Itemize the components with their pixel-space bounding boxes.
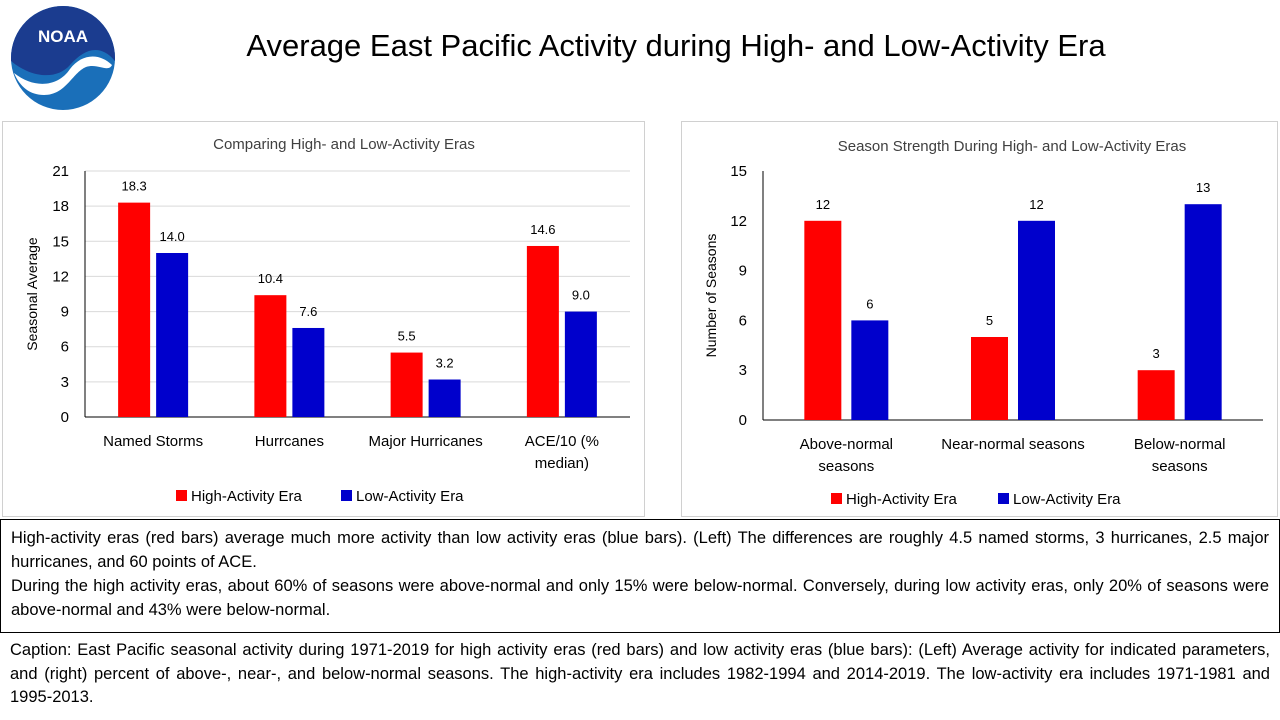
x-category-label: Below-normal bbox=[1134, 436, 1226, 453]
y-tick-label: 9 bbox=[739, 263, 747, 280]
y-tick-label: 15 bbox=[730, 163, 747, 180]
data-label: 7.6 bbox=[299, 304, 317, 319]
y-tick-label: 3 bbox=[61, 374, 69, 391]
y-tick-label: 3 bbox=[739, 362, 747, 379]
x-category-label: Above-normal bbox=[800, 436, 893, 453]
noaa-logo-text: NOAA bbox=[38, 27, 88, 46]
bar-low bbox=[1184, 204, 1222, 420]
bar-high bbox=[526, 245, 559, 417]
legend-swatch bbox=[341, 490, 352, 501]
data-label: 18.3 bbox=[121, 179, 146, 194]
legend-swatch bbox=[998, 493, 1009, 504]
data-label: 13 bbox=[1196, 180, 1210, 195]
x-category-label: Major Hurricanes bbox=[369, 433, 483, 450]
data-label: 12 bbox=[1029, 197, 1043, 212]
legend-swatch bbox=[831, 493, 842, 504]
summary-paragraph-2: During the high activity eras, about 60%… bbox=[11, 577, 1269, 619]
summary-paragraph-1: High-activity eras (red bars) average mu… bbox=[11, 529, 1269, 571]
data-label: 5.5 bbox=[398, 329, 416, 344]
x-category-label: Hurrcanes bbox=[255, 433, 324, 450]
noaa-logo: NOAA bbox=[8, 3, 118, 113]
bar-low bbox=[156, 253, 189, 417]
y-axis-title: Seasonal Average bbox=[24, 237, 40, 351]
bar-high bbox=[1137, 370, 1175, 420]
x-category-label: seasons bbox=[1152, 458, 1208, 475]
bar-high bbox=[971, 337, 1008, 420]
right-bar-chart: Season Strength During High- and Low-Act… bbox=[703, 138, 1263, 508]
bar-low bbox=[851, 320, 889, 420]
data-label: 12 bbox=[816, 197, 830, 212]
x-category-label: median) bbox=[535, 455, 589, 472]
chart-title: Comparing High- and Low-Activity Eras bbox=[213, 136, 475, 153]
bar-low bbox=[292, 327, 325, 417]
y-tick-label: 0 bbox=[61, 409, 69, 426]
data-label: 14.0 bbox=[159, 229, 184, 244]
summary-box: High-activity eras (red bars) average mu… bbox=[0, 519, 1280, 633]
legend-swatch bbox=[176, 490, 187, 501]
data-label: 6 bbox=[866, 296, 873, 311]
y-tick-label: 12 bbox=[730, 213, 747, 230]
left-bar-chart: Comparing High- and Low-Activity Eras 0 3 6… bbox=[24, 136, 630, 505]
y-axis-title: Number of Seasons bbox=[703, 234, 719, 358]
right-chart-panel: Season Strength During High- and Low-Act… bbox=[681, 121, 1278, 517]
y-tick-label: 15 bbox=[52, 233, 69, 250]
chart-title: Season Strength During High- and Low-Act… bbox=[838, 138, 1187, 155]
y-tick-label: 0 bbox=[739, 412, 747, 429]
data-label: 10.4 bbox=[258, 271, 283, 286]
x-category-label: Named Storms bbox=[103, 433, 203, 450]
bar-high bbox=[254, 295, 287, 417]
bar-low bbox=[564, 311, 597, 417]
y-tick-label: 21 bbox=[52, 163, 69, 180]
x-category-label: Near-normal seasons bbox=[941, 436, 1084, 453]
data-label: 14.6 bbox=[530, 222, 555, 237]
data-label: 5 bbox=[986, 313, 993, 328]
y-tick-label: 6 bbox=[739, 312, 747, 329]
y-tick-label: 12 bbox=[52, 268, 69, 285]
legend-label: Low-Activity Era bbox=[1013, 491, 1121, 508]
y-tick-label: 9 bbox=[61, 304, 69, 321]
data-label: 9.0 bbox=[572, 288, 590, 303]
x-category-label: seasons bbox=[818, 458, 874, 475]
page-title: Average East Pacific Activity during Hig… bbox=[246, 28, 1106, 63]
figure-caption: Caption: East Pacific seasonal activity … bbox=[10, 641, 1270, 706]
left-chart-panel: Comparing High- and Low-Activity Eras 0 3 6… bbox=[2, 121, 645, 517]
noaa-logo-graphic: NOAA bbox=[9, 4, 117, 112]
legend-label: High-Activity Era bbox=[846, 491, 958, 508]
x-category-label: ACE/10 (% bbox=[525, 433, 599, 450]
data-label: 3.2 bbox=[436, 356, 454, 371]
y-tick-label: 18 bbox=[52, 198, 69, 215]
data-label: 3 bbox=[1153, 346, 1160, 361]
y-tick-label: 6 bbox=[61, 339, 69, 356]
bar-high bbox=[390, 352, 423, 417]
legend-label: Low-Activity Era bbox=[356, 488, 464, 505]
bar-low bbox=[428, 379, 461, 417]
bar-high bbox=[118, 202, 151, 417]
legend-label: High-Activity Era bbox=[191, 488, 303, 505]
bar-high bbox=[804, 220, 842, 420]
bar-low bbox=[1018, 220, 1055, 420]
